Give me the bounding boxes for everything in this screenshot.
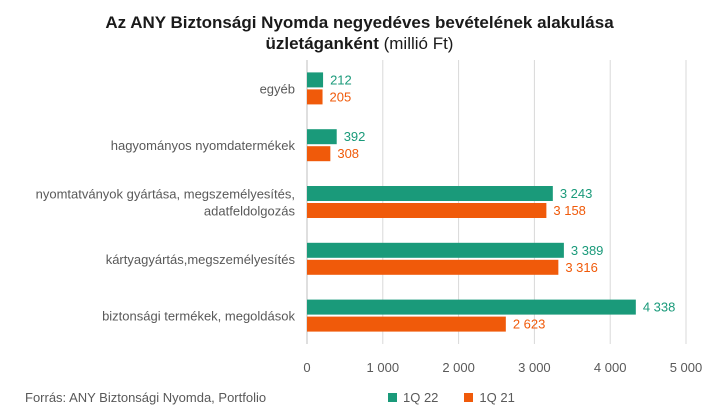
bar-series1	[307, 72, 324, 88]
category-label: biztonsági termékek, megoldások	[102, 309, 295, 324]
source-note: Forrás: ANY Biztonsági Nyomda, Portfolio	[25, 390, 267, 405]
data-label: 3 389	[571, 243, 604, 258]
category-label-line: nyomtatványok gyártása, megszemélyesítés…	[36, 187, 295, 202]
category-label-line: hagyományos nyomdatermékek	[111, 138, 296, 153]
category-label: kártyagyártás,megszemélyesítés	[106, 252, 296, 267]
legend-swatch	[464, 393, 474, 402]
bar-series1	[307, 129, 337, 145]
category-label-line: adatfeldolgozás	[204, 204, 296, 219]
bar-series1	[307, 186, 553, 201]
category-label-line: egyéb	[260, 81, 295, 96]
data-label: 2 623	[513, 317, 546, 332]
legend: 1Q 22 1Q 21	[388, 390, 515, 405]
category-label: egyéb	[260, 81, 295, 96]
legend-label: 1Q 21	[479, 390, 515, 405]
bar-series2	[307, 89, 323, 105]
legend-label: 1Q 22	[403, 390, 439, 405]
data-label: 3 158	[553, 203, 586, 218]
x-tick-label: 4 000	[594, 360, 627, 375]
x-tick-label: 5 000	[670, 360, 703, 375]
data-label: 4 338	[643, 300, 676, 315]
legend-swatch	[388, 393, 397, 402]
bar-series1	[307, 242, 564, 258]
bar-series2	[307, 316, 506, 332]
bar-series2	[307, 259, 559, 275]
x-tick-label: 1 000	[367, 360, 400, 375]
data-label: 308	[337, 146, 359, 161]
category-label-line: kártyagyártás,megszemélyesítés	[106, 252, 296, 267]
chart-title-unit: (millió Ft)	[383, 34, 454, 53]
data-label: 212	[330, 72, 352, 87]
data-label: 3 316	[565, 260, 598, 275]
legend-item: 1Q 21	[464, 390, 515, 405]
x-tick-label: 2 000	[442, 360, 475, 375]
chart-title-line1: Az ANY Biztonsági Nyomda negyedéves bevé…	[105, 13, 614, 32]
x-tick-label: 3 000	[518, 360, 551, 375]
category-label: nyomtatványok gyártása, megszemélyesítés…	[36, 187, 296, 219]
data-label: 205	[330, 89, 352, 104]
chart-title: Az ANY Biztonsági Nyomda negyedéves bevé…	[0, 12, 719, 54]
chart-title-line2: üzletáganként	[265, 34, 379, 53]
bar-series2	[307, 146, 331, 162]
data-label: 3 243	[560, 186, 593, 201]
legend-item: 1Q 22	[388, 390, 438, 405]
category-label-line: biztonsági termékek, megoldások	[102, 309, 295, 324]
bar-series1	[307, 299, 636, 315]
bar-series2	[307, 203, 547, 218]
x-tick-label: 0	[303, 360, 310, 375]
data-label: 392	[344, 129, 366, 144]
category-label: hagyományos nyomdatermékek	[111, 138, 296, 153]
